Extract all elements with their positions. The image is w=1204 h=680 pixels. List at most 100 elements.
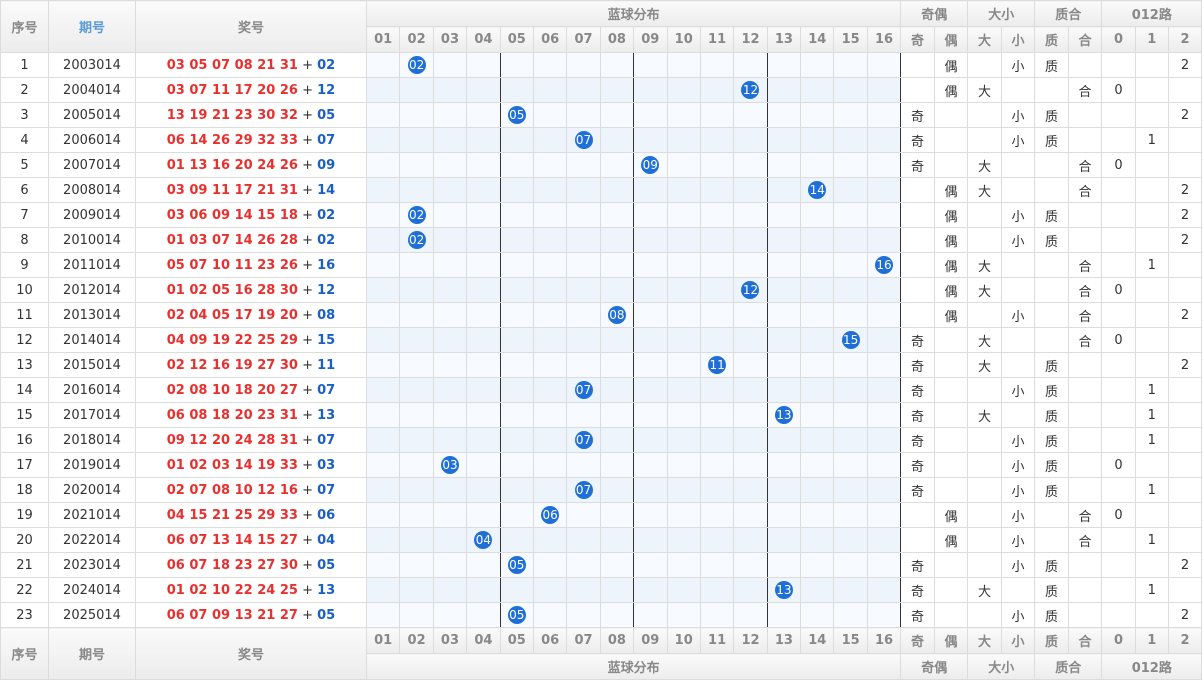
dist-cell: 11 bbox=[699, 352, 735, 378]
dist-cell bbox=[633, 327, 668, 353]
dist-cell bbox=[699, 302, 735, 328]
dist-cell bbox=[432, 402, 468, 428]
ball: 07 bbox=[574, 431, 593, 449]
dist-cell bbox=[432, 102, 468, 128]
dist-cell bbox=[866, 202, 902, 228]
dist-cell bbox=[766, 102, 802, 128]
dist-cell bbox=[599, 252, 635, 278]
plus: + bbox=[302, 557, 313, 573]
dist-cell bbox=[733, 302, 768, 328]
seq: 20 bbox=[0, 527, 49, 553]
red-balls: 09 12 20 24 28 31 bbox=[166, 432, 298, 448]
period: 2009014 bbox=[48, 202, 136, 228]
dist-cell bbox=[432, 302, 468, 328]
flag: 1 bbox=[1147, 482, 1156, 498]
dist-cell bbox=[432, 252, 468, 278]
dist-cell bbox=[766, 377, 802, 403]
red-balls: 13 19 21 23 30 32 bbox=[166, 107, 298, 123]
dist-cell bbox=[365, 252, 401, 278]
seq: 16 bbox=[0, 427, 49, 453]
flag: 奇 bbox=[911, 484, 925, 500]
flag-cell: 奇 bbox=[900, 452, 935, 478]
sub-col-header: 2 bbox=[1167, 627, 1203, 654]
dist-cell bbox=[633, 402, 668, 428]
seq: 9 bbox=[0, 252, 49, 278]
flag-cell bbox=[1167, 477, 1203, 503]
dist-cell bbox=[466, 427, 501, 453]
flag: 小 bbox=[1011, 134, 1025, 150]
period: 2016014 bbox=[48, 377, 136, 403]
plus: + bbox=[302, 182, 313, 198]
flag-cell bbox=[1034, 252, 1069, 278]
sub-col-header: 2 bbox=[1167, 26, 1203, 53]
flag: 偶 bbox=[944, 209, 958, 225]
dist-cell bbox=[666, 202, 701, 228]
period: 2008014 bbox=[48, 177, 136, 203]
flag: 小 bbox=[1011, 459, 1025, 475]
dist-cell bbox=[499, 427, 534, 453]
plus: + bbox=[302, 532, 313, 548]
dist-cell bbox=[699, 327, 735, 353]
dist-cell bbox=[733, 202, 768, 228]
flag: 奇 bbox=[911, 109, 925, 125]
blue-col-header: 08 bbox=[599, 26, 635, 53]
dist-cell bbox=[766, 527, 802, 553]
dist-cell bbox=[566, 77, 601, 103]
flag: 大 bbox=[978, 584, 992, 600]
dist-cell bbox=[566, 177, 601, 203]
dist-cell bbox=[432, 127, 468, 153]
dist-cell bbox=[365, 302, 401, 328]
plus: + bbox=[302, 232, 313, 248]
flag: 小 bbox=[1011, 434, 1025, 450]
red-balls: 04 15 21 25 29 33 bbox=[166, 507, 298, 523]
flag-cell bbox=[1067, 577, 1103, 603]
flag: 大 bbox=[978, 284, 992, 300]
flag: 偶 bbox=[944, 59, 958, 75]
flag-cell bbox=[1101, 402, 1136, 428]
period-header: 期号 bbox=[48, 0, 136, 53]
dist-cell bbox=[399, 552, 434, 578]
flag-cell: 合 bbox=[1067, 302, 1103, 328]
dist-cell bbox=[766, 302, 802, 328]
dist-cell bbox=[432, 527, 468, 553]
dist-cell bbox=[833, 602, 868, 628]
flag-cell: 偶 bbox=[933, 77, 969, 103]
plus: + bbox=[302, 307, 313, 323]
dist-cell bbox=[466, 552, 501, 578]
plus: + bbox=[302, 432, 313, 448]
flag: 2 bbox=[1180, 557, 1190, 573]
dist-cell bbox=[399, 452, 434, 478]
ball: 11 bbox=[708, 356, 727, 374]
dist-cell bbox=[666, 77, 701, 103]
plus: + bbox=[302, 157, 313, 173]
flag-cell bbox=[1067, 427, 1103, 453]
blue-ball: 02 bbox=[317, 57, 336, 73]
ball: 08 bbox=[607, 306, 626, 324]
dist-cell bbox=[633, 202, 668, 228]
flag: 1 bbox=[1147, 582, 1156, 598]
dist-cell bbox=[866, 277, 902, 303]
dist-cell bbox=[599, 327, 635, 353]
dist-cell bbox=[566, 52, 601, 78]
flag-cell: 奇 bbox=[900, 477, 935, 503]
dist-cell bbox=[532, 477, 568, 503]
dist-cell bbox=[365, 502, 401, 528]
data-row: 20 2022014 06 07 13 14 15 27 + 04 04 偶小合 1 bbox=[0, 527, 1203, 553]
dist-cell bbox=[733, 452, 768, 478]
flag-cell bbox=[1101, 52, 1136, 78]
flag-cell: 奇 bbox=[900, 552, 935, 578]
blue-col-header: 07 bbox=[566, 26, 601, 53]
flag-cell bbox=[1101, 102, 1136, 128]
flag-cell bbox=[1067, 52, 1103, 78]
data-row: 5 2007014 01 13 16 20 24 26 + 09 09 奇大合 0 bbox=[0, 152, 1203, 178]
flag-cell: 合 bbox=[1067, 277, 1103, 303]
dist-cell bbox=[532, 277, 568, 303]
dist-cell bbox=[866, 227, 902, 253]
plus: + bbox=[302, 407, 313, 423]
flag-cell bbox=[1000, 177, 1036, 203]
flag: 质 bbox=[1045, 234, 1059, 250]
flag-cell bbox=[1134, 602, 1169, 628]
red-balls: 03 09 11 17 21 31 bbox=[166, 182, 298, 198]
flag-cell: 偶 bbox=[933, 527, 969, 553]
dist-cell bbox=[866, 102, 902, 128]
